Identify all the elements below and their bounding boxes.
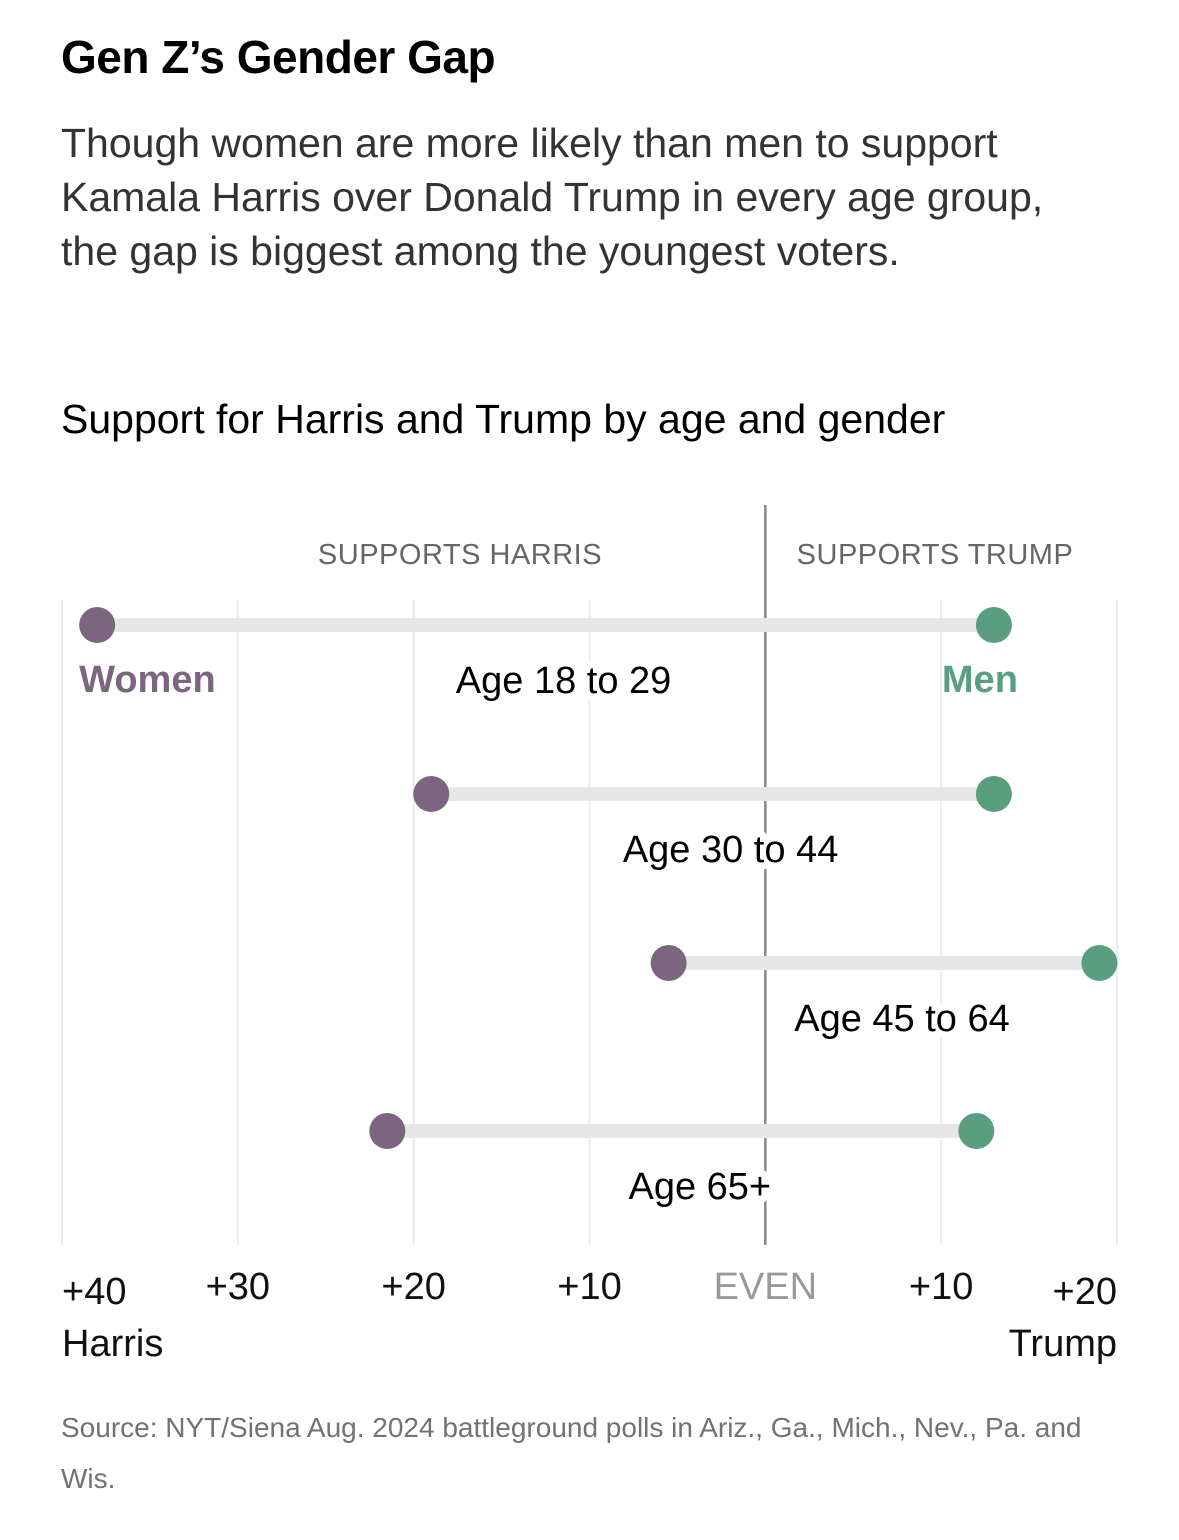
men-dot bbox=[1081, 945, 1118, 981]
axis-end-label: Trump bbox=[1009, 1323, 1117, 1365]
page-title: Gen Z’s Gender Gap bbox=[61, 31, 496, 83]
men-dot bbox=[975, 607, 1012, 643]
tick-label: +10 bbox=[909, 1266, 973, 1308]
chart-title: Support for Harris and Trump by age and … bbox=[61, 396, 946, 442]
men-dot bbox=[958, 1113, 995, 1149]
tick-label: +10 bbox=[557, 1266, 621, 1308]
age-group-label: Age 65+ bbox=[628, 1166, 771, 1208]
women-dot bbox=[79, 607, 116, 643]
axis-end-label: Harris bbox=[62, 1323, 163, 1365]
tick-label: +40 bbox=[62, 1271, 126, 1313]
women-dot bbox=[413, 776, 450, 812]
age-group-label: Age 18 to 29 bbox=[456, 660, 672, 702]
tick-label: +20 bbox=[1053, 1271, 1117, 1313]
age-group-label: Age 30 to 44 bbox=[623, 829, 839, 871]
tick-label: EVEN bbox=[714, 1266, 817, 1308]
women-dot bbox=[369, 1113, 406, 1149]
legend-women: Women bbox=[79, 659, 216, 701]
source-note: Source: NYT/Siena Aug. 2024 battleground… bbox=[61, 1412, 1082, 1494]
tick-label: +20 bbox=[381, 1266, 445, 1308]
age-group-label: Age 45 to 64 bbox=[794, 998, 1010, 1040]
legend-men: Men bbox=[942, 659, 1018, 701]
supports-harris-label: SUPPORTS HARRIS bbox=[318, 539, 602, 571]
men-dot bbox=[975, 776, 1012, 812]
women-dot bbox=[650, 945, 687, 981]
tick-label: +30 bbox=[206, 1266, 270, 1308]
supports-trump-label: SUPPORTS TRUMP bbox=[797, 539, 1074, 571]
subtitle: Though women are more likely than men to… bbox=[61, 120, 1044, 274]
